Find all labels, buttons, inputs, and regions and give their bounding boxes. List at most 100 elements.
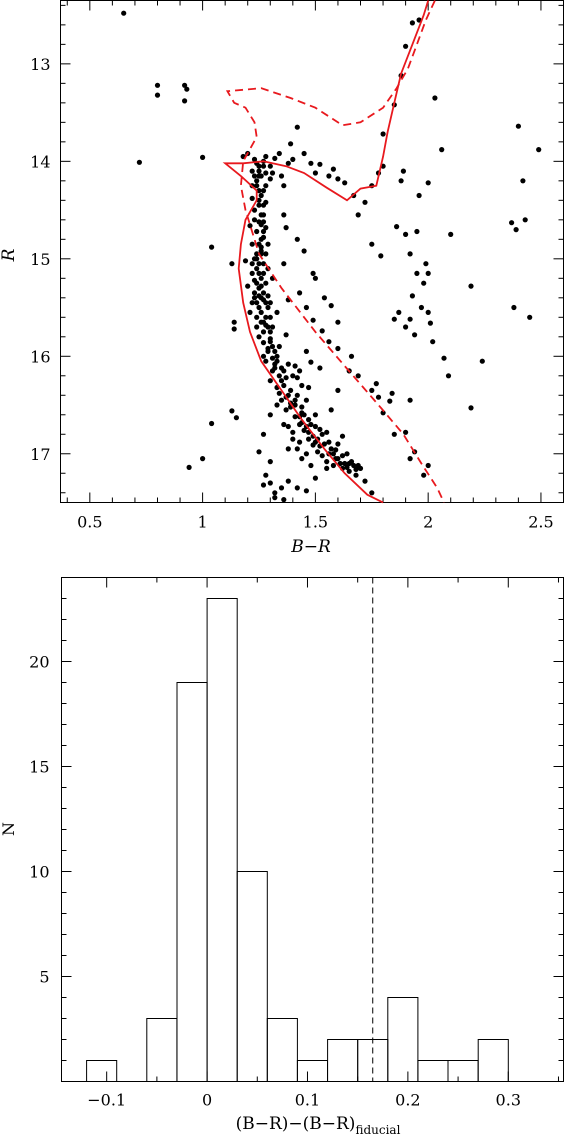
star-point [353, 472, 359, 478]
star-point [308, 160, 314, 166]
star-point [267, 339, 273, 345]
hist-x-axis-label: (B−R)−(B−R)fiducial [236, 1114, 401, 1137]
star-point [344, 451, 350, 457]
star-point [299, 404, 305, 410]
star-point [265, 304, 271, 311]
star-point [416, 192, 422, 199]
hist-bar [296, 1060, 328, 1082]
star-point [242, 258, 249, 264]
star-point [308, 421, 314, 428]
star-point [301, 412, 307, 418]
star-point [362, 478, 368, 484]
star-point [278, 378, 285, 384]
star-point [468, 405, 474, 411]
star-point [285, 446, 291, 452]
star-point [263, 358, 269, 364]
star-point [407, 456, 413, 462]
star-point [254, 251, 260, 257]
star-point [260, 202, 267, 208]
star-point [251, 295, 258, 301]
hist-bar [417, 1060, 449, 1082]
star-point [409, 293, 415, 299]
star-point [400, 168, 406, 174]
histogram-panel: −0.1 0 0.1 0.2 0.3 5 10 15 20 (B−R)−(B−R)fiducia… [0, 577, 564, 1137]
star-point [251, 290, 258, 296]
star-point [267, 480, 273, 486]
hist-plot-frame [61, 577, 564, 1082]
star-point [283, 332, 289, 338]
star-point [355, 462, 361, 469]
star-point [272, 365, 278, 371]
star-point [276, 343, 282, 350]
star-point [513, 227, 519, 233]
star-point [391, 431, 397, 437]
star-point [321, 441, 327, 447]
star-point [254, 300, 260, 306]
star-point [351, 462, 357, 469]
star-point [430, 339, 436, 345]
star-point [321, 295, 327, 301]
star-point [263, 225, 269, 231]
star-point [269, 324, 276, 330]
star-point [369, 241, 375, 247]
star-point [297, 368, 303, 374]
star-point [263, 472, 269, 478]
hist-y-tick-label: 5 [39, 968, 49, 987]
cmd-y-axis-label: R [0, 248, 19, 262]
star-point [317, 426, 323, 432]
star-point [294, 124, 300, 130]
star-point [391, 316, 397, 322]
star-point [380, 410, 386, 416]
star-point [249, 168, 255, 174]
star-point [389, 390, 395, 396]
star-point [432, 95, 438, 101]
star-point [387, 398, 393, 404]
star-point [254, 256, 260, 262]
star-point [285, 423, 291, 430]
star-point [263, 170, 269, 176]
star-point [337, 460, 343, 467]
star-point [260, 431, 267, 437]
star-point [256, 449, 262, 455]
star-point [249, 300, 255, 306]
star-point [278, 173, 285, 179]
star-point [375, 394, 382, 400]
star-point [290, 436, 296, 442]
star-point [260, 188, 267, 194]
star-point [290, 429, 296, 435]
star-point [272, 495, 278, 501]
star-point [292, 414, 298, 420]
star-point [260, 228, 267, 235]
star-point [154, 92, 161, 98]
star-point [260, 290, 267, 296]
star-point [339, 453, 346, 459]
star-point [281, 183, 287, 189]
star-point [136, 159, 142, 165]
star-point [335, 319, 341, 325]
star-point [403, 43, 409, 49]
star-point [303, 451, 309, 457]
star-point [278, 397, 285, 403]
star-point [339, 433, 346, 439]
star-point [256, 202, 262, 208]
hist-bar [236, 871, 268, 1082]
star-point [418, 304, 424, 311]
star-point [276, 373, 282, 379]
star-point [281, 497, 287, 503]
star-point [330, 166, 336, 172]
star-point [427, 320, 433, 326]
hist-bar [266, 1018, 298, 1082]
star-point [254, 266, 260, 272]
star-point [380, 131, 386, 137]
star-point [267, 176, 273, 182]
star-point [448, 231, 454, 237]
star-point [403, 324, 409, 330]
star-point [335, 387, 341, 393]
star-point [251, 173, 258, 179]
star-point [317, 161, 323, 167]
hist-y-tick-label: 15 [29, 758, 49, 777]
star-point [200, 456, 206, 462]
hist-bar [327, 1039, 359, 1082]
star-point [267, 459, 273, 465]
star-point [312, 475, 318, 481]
